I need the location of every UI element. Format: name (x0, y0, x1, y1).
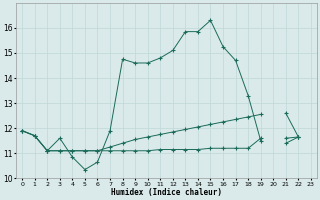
X-axis label: Humidex (Indice chaleur): Humidex (Indice chaleur) (111, 188, 222, 197)
